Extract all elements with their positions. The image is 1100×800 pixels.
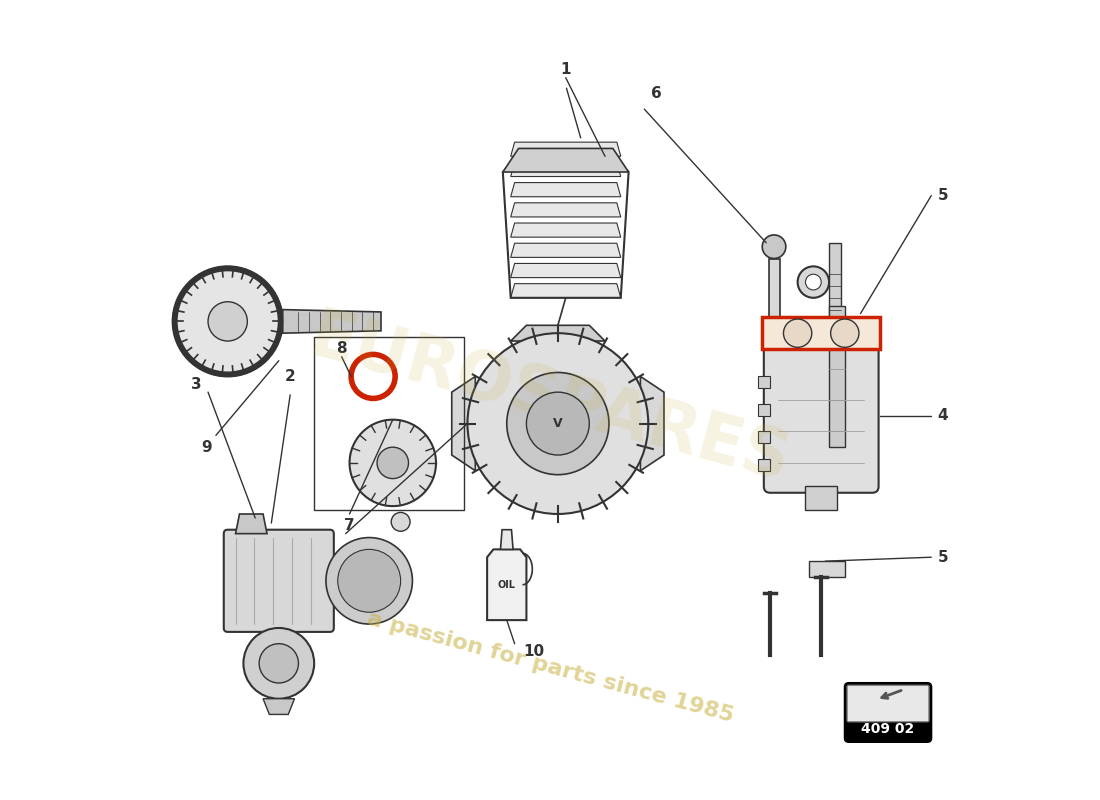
- Text: a passion for parts since 1985: a passion for parts since 1985: [364, 609, 736, 726]
- Bar: [315, 337, 463, 510]
- Bar: [762, 318, 880, 349]
- Circle shape: [798, 266, 829, 298]
- Circle shape: [326, 538, 412, 624]
- Circle shape: [392, 513, 410, 531]
- Text: 5: 5: [937, 550, 948, 565]
- Text: OIL: OIL: [498, 580, 516, 590]
- Circle shape: [260, 644, 298, 683]
- Polygon shape: [829, 242, 840, 330]
- Bar: [758, 404, 770, 416]
- Polygon shape: [235, 514, 267, 534]
- Bar: [758, 377, 770, 388]
- Text: EUROSPARES: EUROSPARES: [302, 304, 798, 496]
- FancyBboxPatch shape: [763, 338, 879, 493]
- Text: 5: 5: [937, 188, 948, 203]
- Polygon shape: [510, 142, 620, 156]
- Polygon shape: [263, 698, 295, 714]
- Polygon shape: [510, 243, 620, 258]
- Circle shape: [468, 333, 648, 514]
- Text: 8: 8: [337, 342, 346, 357]
- Polygon shape: [510, 263, 620, 278]
- FancyBboxPatch shape: [845, 683, 932, 742]
- Polygon shape: [500, 530, 513, 550]
- Polygon shape: [283, 310, 381, 333]
- Text: 6: 6: [651, 86, 661, 101]
- Text: 10: 10: [524, 644, 544, 659]
- Circle shape: [243, 628, 315, 698]
- Circle shape: [830, 319, 859, 347]
- Polygon shape: [510, 202, 620, 217]
- Polygon shape: [510, 182, 620, 197]
- Polygon shape: [810, 561, 845, 577]
- FancyBboxPatch shape: [223, 530, 333, 632]
- Text: 7: 7: [344, 518, 355, 534]
- Text: 9: 9: [201, 440, 212, 454]
- Polygon shape: [805, 486, 837, 510]
- Circle shape: [805, 274, 822, 290]
- Circle shape: [377, 447, 408, 478]
- Circle shape: [762, 235, 785, 258]
- Text: 1: 1: [561, 62, 571, 78]
- Circle shape: [783, 319, 812, 347]
- Polygon shape: [640, 377, 664, 470]
- Polygon shape: [510, 284, 620, 298]
- Text: 3: 3: [191, 377, 201, 392]
- Circle shape: [350, 420, 436, 506]
- Polygon shape: [503, 149, 628, 172]
- Polygon shape: [829, 306, 845, 447]
- Bar: [758, 431, 770, 443]
- Polygon shape: [452, 377, 475, 470]
- Circle shape: [527, 392, 590, 455]
- Bar: [758, 459, 770, 470]
- Text: V: V: [553, 417, 563, 430]
- Circle shape: [208, 302, 248, 341]
- Text: 4: 4: [937, 408, 948, 423]
- FancyBboxPatch shape: [847, 686, 928, 722]
- Polygon shape: [510, 326, 605, 341]
- Text: 409 02: 409 02: [861, 722, 915, 736]
- Polygon shape: [769, 258, 780, 330]
- Text: 2: 2: [285, 369, 296, 384]
- Polygon shape: [487, 550, 527, 620]
- Circle shape: [338, 550, 400, 612]
- Polygon shape: [510, 162, 620, 177]
- Circle shape: [177, 270, 278, 373]
- Polygon shape: [510, 223, 620, 237]
- Circle shape: [507, 373, 609, 474]
